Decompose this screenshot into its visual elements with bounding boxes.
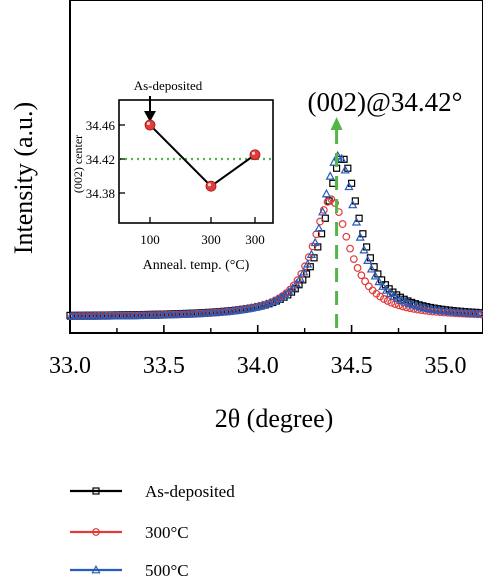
triangle-marker [344,181,354,191]
circle-marker [353,264,362,272]
inset-y-ticks: 34.46 34.42 34.38 [86,118,125,201]
x-tick-label: 33.0 [49,353,91,379]
inset-y-tick-label: 34.38 [86,186,115,201]
triangle-marker [404,298,414,308]
triangle-marker [366,264,377,273]
inset-x-ticks: 100 300 300 [140,217,265,247]
x-tick-label: 34.0 [237,353,279,379]
circle-marker [364,282,373,291]
inset-x-tick-label: 100 [140,232,160,247]
triangle-marker [340,165,350,174]
triangle-marker [265,297,275,307]
x-tick-label: 35.0 [424,353,466,379]
inset-point [249,149,261,161]
y-axis-title: Intensity (a.u.) [9,102,38,254]
legend-label: 300°C [145,523,189,542]
circle-marker [357,271,366,280]
circle-marker [349,255,358,263]
circle-marker [319,206,328,214]
triangle-marker [381,285,392,294]
triangle-marker [91,564,101,574]
triangle-marker [325,171,335,180]
peak-annotation: (002)@34.42° [308,87,463,117]
triangle-marker [351,217,362,226]
triangle-marker [370,271,380,280]
triangle-marker [269,296,279,305]
triangle-marker [475,308,483,318]
legend-label: As-deposited [145,482,235,501]
circle-marker [342,232,351,241]
inset-x-title: Anneal. temp. (°C) [143,258,250,273]
triangle-marker [359,245,369,254]
legend-entry: As-deposited [70,482,235,501]
inset-y-tick-label: 34.46 [86,118,116,133]
inset-point-highlight [146,121,151,126]
triangle-marker [363,255,373,264]
inset-title: As-deposited [134,78,203,93]
inset-points [144,119,261,192]
inset-x-tick-label: 300 [245,232,265,247]
triangle-marker [314,223,324,232]
triangle-marker [400,297,410,306]
triangle-marker [299,267,309,276]
circle-marker [338,220,347,228]
triangle-marker [310,237,320,247]
inset-x-tick-label: 300 [201,232,221,247]
circle-marker [379,295,388,303]
peak-reference-arrow [330,117,343,130]
triangle-marker [295,273,305,282]
triangle-marker [336,153,347,163]
inset-y-tick-label: 34.42 [86,152,115,167]
triangle-marker [288,283,298,292]
square-marker [340,155,348,163]
legend: As-deposited 300°C 500°C [70,482,235,580]
circle-marker [92,528,100,536]
circle-marker [316,217,324,226]
x-tick-label: 34.5 [331,353,373,379]
series-triangle [66,150,483,320]
circle-marker [361,277,370,286]
inset-arrow-head [144,111,156,122]
triangle-marker [393,293,403,303]
triangle-marker [318,206,328,216]
main-plot-frame [69,0,483,334]
inset-y-title: (002) center [71,135,85,193]
triangle-marker [389,291,399,300]
circle-marker [289,281,298,290]
x-tick-label: 33.5 [143,353,185,379]
triangle-marker [303,259,313,268]
triangle-marker [355,232,365,241]
triangle-marker [408,299,418,309]
square-marker [302,270,311,278]
circle-marker [383,297,392,305]
triangle-marker [291,278,302,288]
triangle-marker [321,188,332,198]
main-x-tick-labels: 33.0 33.5 34.0 34.5 35.0 [49,353,466,379]
inset-point-highlight [251,151,256,155]
circle-marker [331,199,339,207]
triangle-marker [378,281,388,290]
triangle-marker [306,249,317,258]
inset-frame [118,99,274,224]
legend-label: 500°C [145,561,189,580]
inset-point [144,119,156,131]
circle-marker [346,244,354,253]
legend-entry: 300°C [70,523,189,542]
main-series-group [66,150,483,321]
triangle-marker [273,294,283,303]
triangle-marker [276,292,286,301]
triangle-marker [374,276,384,286]
triangle-marker [348,199,358,209]
square-marker [92,487,100,495]
triangle-marker [385,288,395,298]
main-x-ticks [69,325,447,333]
square-marker [329,179,337,187]
triangle-marker [396,295,407,305]
inset-point-highlight [207,183,212,187]
circle-marker [293,276,302,285]
legend-entry: 500°C [70,561,189,580]
x-axis-title: 2θ (degree) [215,404,334,433]
inset-point [205,180,217,192]
